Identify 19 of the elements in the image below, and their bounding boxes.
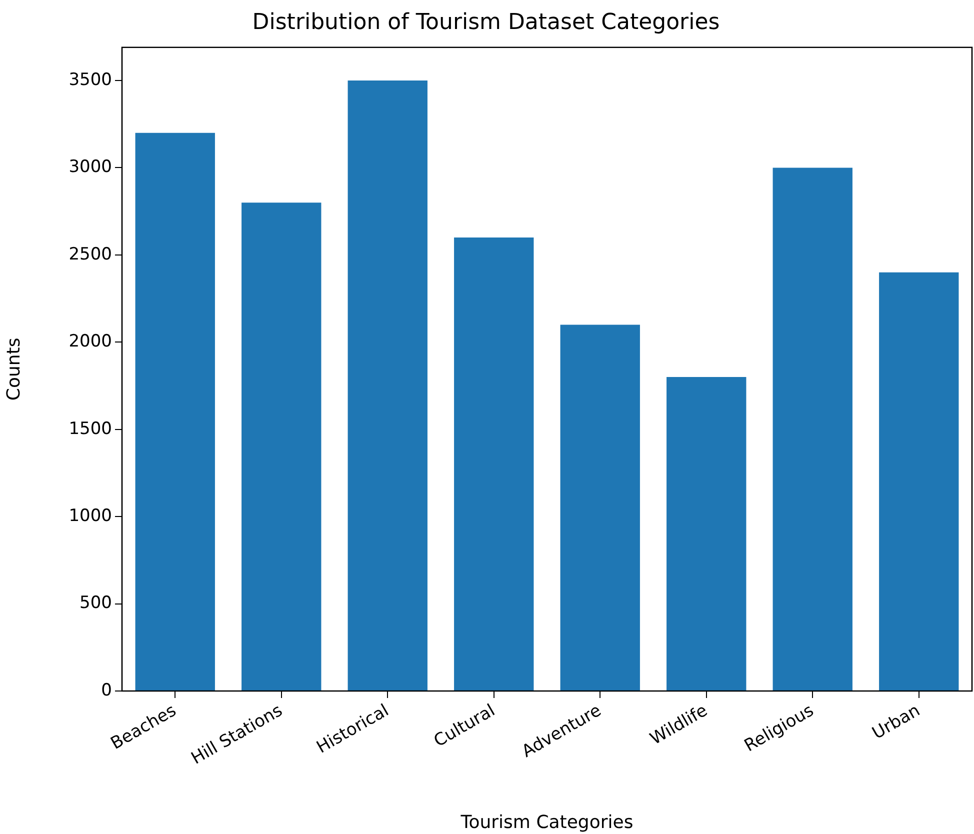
bar xyxy=(560,324,640,690)
bar xyxy=(879,272,959,690)
y-tick-label: 1000 xyxy=(68,506,112,526)
y-tick-label: 3500 xyxy=(68,70,112,90)
y-tick-label: 3000 xyxy=(68,157,112,178)
bar xyxy=(666,377,746,690)
bar xyxy=(772,168,852,690)
x-axis-title: Tourism Categories xyxy=(460,812,634,833)
y-axis-title: Counts xyxy=(3,338,24,401)
y-tick-label: 500 xyxy=(80,593,112,614)
y-tick-label: 2000 xyxy=(68,332,112,352)
bar xyxy=(454,238,534,690)
chart-title: Distribution of Tourism Dataset Categories xyxy=(252,10,720,35)
bar xyxy=(242,202,322,690)
y-tick-label: 1500 xyxy=(68,418,112,439)
bar xyxy=(348,80,428,690)
y-tick-label: 2500 xyxy=(68,244,112,264)
bar xyxy=(135,132,215,690)
y-tick-label: 0 xyxy=(101,680,112,700)
